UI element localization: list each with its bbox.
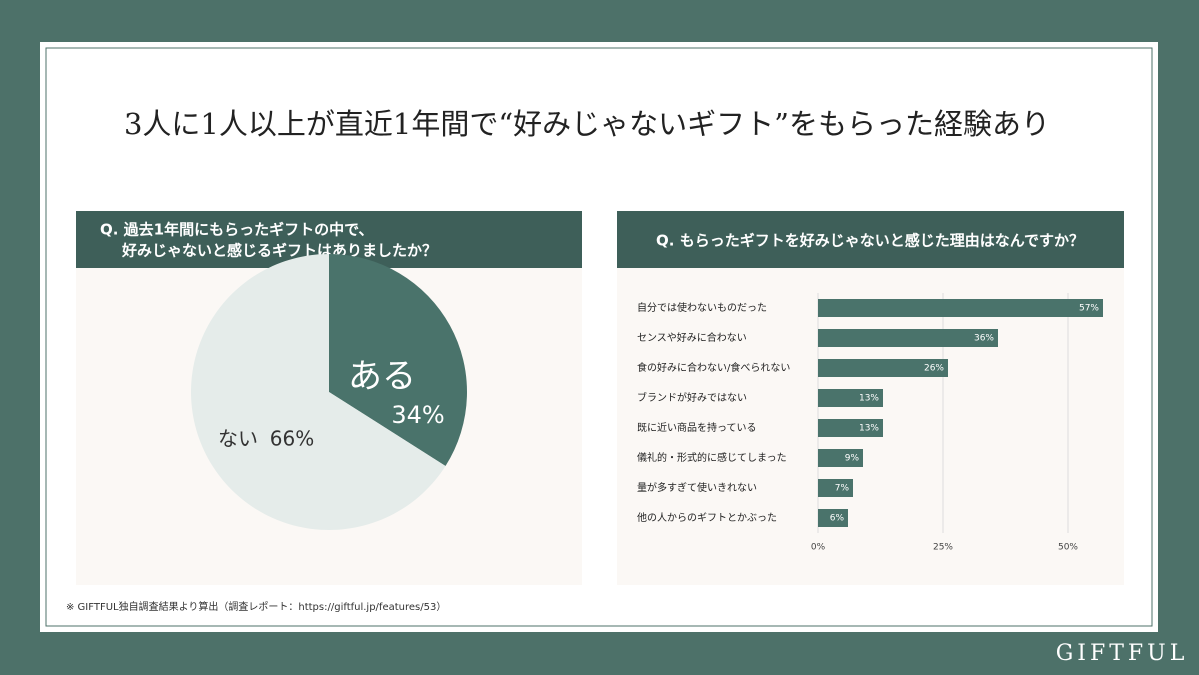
x-tick-label: 50% bbox=[1058, 543, 1078, 553]
value-label: 13% bbox=[859, 424, 879, 434]
bar bbox=[818, 479, 853, 497]
value-label: 36% bbox=[974, 334, 994, 344]
brand-logo: GIFTFUL bbox=[1056, 641, 1189, 666]
bar bbox=[818, 419, 883, 437]
category-label: 自分では使わないものだった bbox=[637, 301, 767, 314]
slice-label: ない bbox=[218, 427, 258, 451]
bar bbox=[818, 449, 863, 467]
bar bbox=[818, 359, 948, 377]
category-label: 他の人からのギフトとかぶった bbox=[637, 511, 777, 524]
slice-value: 34% bbox=[391, 401, 444, 429]
value-label: 7% bbox=[835, 484, 850, 494]
category-label: 量が多すぎて使いきれない bbox=[637, 481, 757, 494]
x-tick-label: 25% bbox=[933, 543, 953, 553]
panel-header bbox=[617, 211, 1124, 268]
bar bbox=[818, 509, 848, 527]
value-label: 13% bbox=[859, 394, 879, 404]
category-label: 儀礼的・形式的に感じてしまった bbox=[637, 451, 787, 464]
question: Q. もらったギフトを好みじゃないと感じた理由はなんですか？ bbox=[656, 232, 1084, 250]
slice-label: ある bbox=[348, 357, 416, 397]
footnote: ※ GIFTFUL独自調査結果より算出（調査レポート：https://giftf… bbox=[66, 600, 446, 613]
bar bbox=[818, 329, 998, 347]
category-label: センスや好みに合わない bbox=[637, 331, 747, 344]
bar bbox=[818, 299, 1103, 317]
pie-slice bbox=[329, 254, 467, 466]
card-border bbox=[45, 47, 1153, 627]
bar bbox=[818, 389, 883, 407]
x-tick-label: 0% bbox=[811, 543, 826, 553]
question: Q. 過去1年間にもらったギフトの中で、 bbox=[100, 221, 374, 239]
value-label: 6% bbox=[830, 514, 845, 524]
slide-title: 3人に1人以上が直近1年間で“好みじゃないギフト”をもらった経験あり bbox=[124, 107, 1050, 141]
category-label: ブランドが好みではない bbox=[637, 391, 747, 404]
slice-value: 66% bbox=[270, 427, 314, 451]
value-label: 26% bbox=[924, 364, 944, 374]
category-label: 既に近い商品を持っている bbox=[637, 421, 757, 434]
category-label: 食の好みに合わない/食べられない bbox=[637, 361, 790, 374]
pie-slice bbox=[190, 254, 446, 531]
question: 好みじゃないと感じるギフトはありましたか？ bbox=[121, 242, 437, 260]
value-label: 9% bbox=[845, 454, 860, 464]
value-label: 57% bbox=[1079, 304, 1099, 314]
